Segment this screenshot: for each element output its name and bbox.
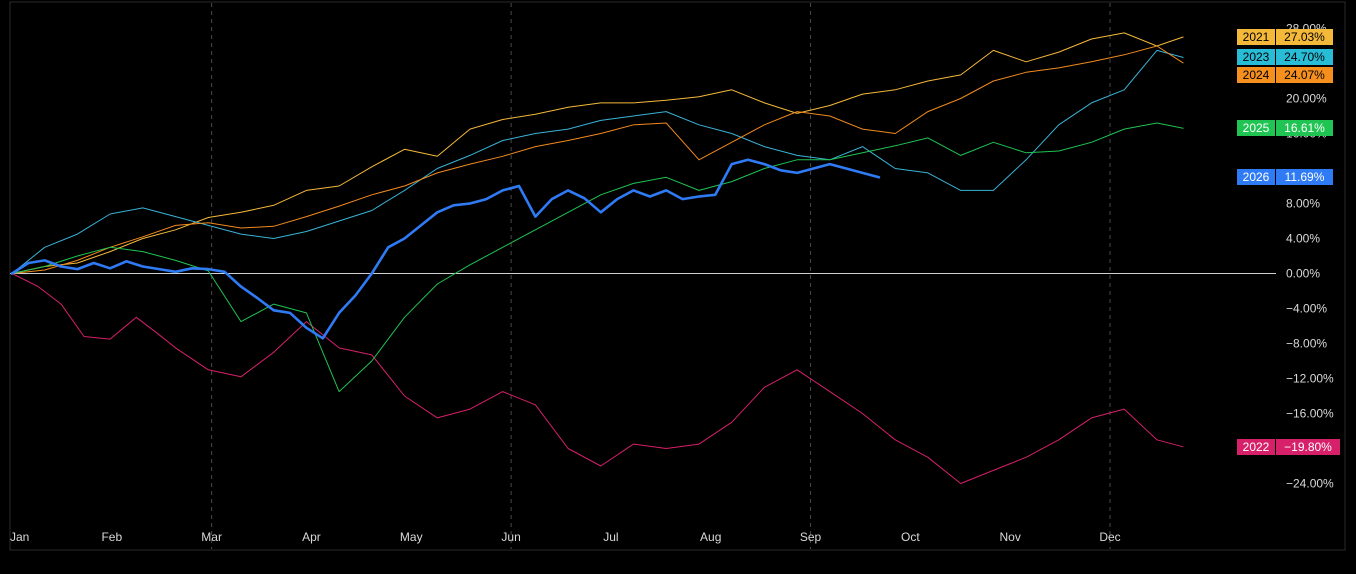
y-tick-label: −8.00% [1286, 337, 1327, 351]
legend-value-badge [1276, 169, 1333, 185]
legend-entry-2025: 2025 16.61% [1237, 120, 1333, 136]
legend-value-label: 24.70% [1284, 50, 1325, 64]
series-line-2022[interactable] [11, 273, 1184, 484]
y-tick-label: −4.00% [1286, 302, 1327, 316]
legend-value-badge [1276, 120, 1333, 136]
legend-year-badge [1237, 67, 1275, 83]
x-axis: Jan Feb Mar Apr May Jun Jul Aug Sep Oct Nov Dec [10, 530, 1121, 544]
legend-value-label: 24.07% [1284, 68, 1325, 82]
legend-value-badge [1276, 49, 1333, 65]
legend-entry-2024: 2024 24.07% [1237, 67, 1333, 83]
legend-year-badge [1237, 169, 1275, 185]
x-tick-label: Feb [101, 530, 122, 544]
legend-year-badge [1237, 29, 1275, 45]
plot-frame [9, 1, 1346, 551]
series-line-2026[interactable] [10, 158, 881, 340]
legend-year-badge [1237, 49, 1275, 65]
series-line-2021[interactable] [11, 32, 1184, 274]
y-tick-label: 0.00% [1286, 267, 1320, 281]
legend-year-label: 2024 [1243, 68, 1270, 82]
legend-year-label: 2022 [1243, 440, 1270, 454]
x-tick-label: Sep [800, 530, 822, 544]
legend-entry-2022: 2022 −19.80% [1237, 439, 1340, 455]
legend-value-badge [1276, 67, 1333, 83]
x-tick-label: May [400, 530, 423, 544]
y-tick-label: −12.00% [1286, 372, 1334, 386]
x-tick-label: Aug [700, 530, 721, 544]
y-tick-label: 8.00% [1286, 197, 1320, 211]
x-tick-label: Jun [501, 530, 520, 544]
legend-value-badge [1276, 439, 1340, 455]
legend-value-label: −19.80% [1284, 440, 1332, 454]
y-tick-label: −16.00% [1286, 407, 1334, 421]
series-layer [10, 32, 1184, 484]
x-tick-label: Apr [302, 530, 321, 544]
series-line-2023[interactable] [11, 49, 1184, 274]
y-tick-label: 20.00% [1286, 92, 1327, 106]
y-tick-label: −24.00% [1286, 477, 1334, 491]
legend-year-label: 2023 [1243, 50, 1270, 64]
legend-year-label: 2021 [1243, 30, 1270, 44]
legend-entry-2026: 2026 11.69% [1237, 169, 1333, 185]
x-tick-label: Oct [901, 530, 920, 544]
legend-year-badge [1237, 439, 1275, 455]
legend: 2021 27.03% 2023 24.70% 2024 24.07% 2025 16.61%… [1237, 29, 1340, 455]
x-tick-label: Nov [1000, 530, 1021, 544]
x-tick-label: Jul [603, 530, 618, 544]
legend-entry-2023: 2023 24.70% [1237, 49, 1333, 65]
x-tick-label: Jan [10, 530, 29, 544]
legend-entry-2021: 2021 27.03% [1237, 29, 1333, 45]
legend-value-badge [1276, 29, 1333, 45]
legend-year-badge [1237, 120, 1275, 136]
legend-value-label: 27.03% [1284, 30, 1325, 44]
legend-value-label: 16.61% [1284, 121, 1325, 135]
x-tick-label: Mar [201, 530, 222, 544]
series-line-2024[interactable] [11, 45, 1184, 274]
x-tick-label: Dec [1099, 530, 1120, 544]
legend-year-label: 2026 [1243, 170, 1270, 184]
legend-value-label: 11.69% [1285, 170, 1325, 184]
legend-year-label: 2025 [1243, 121, 1270, 135]
series-line-2025[interactable] [11, 122, 1184, 393]
y-tick-label: 4.00% [1286, 232, 1320, 246]
